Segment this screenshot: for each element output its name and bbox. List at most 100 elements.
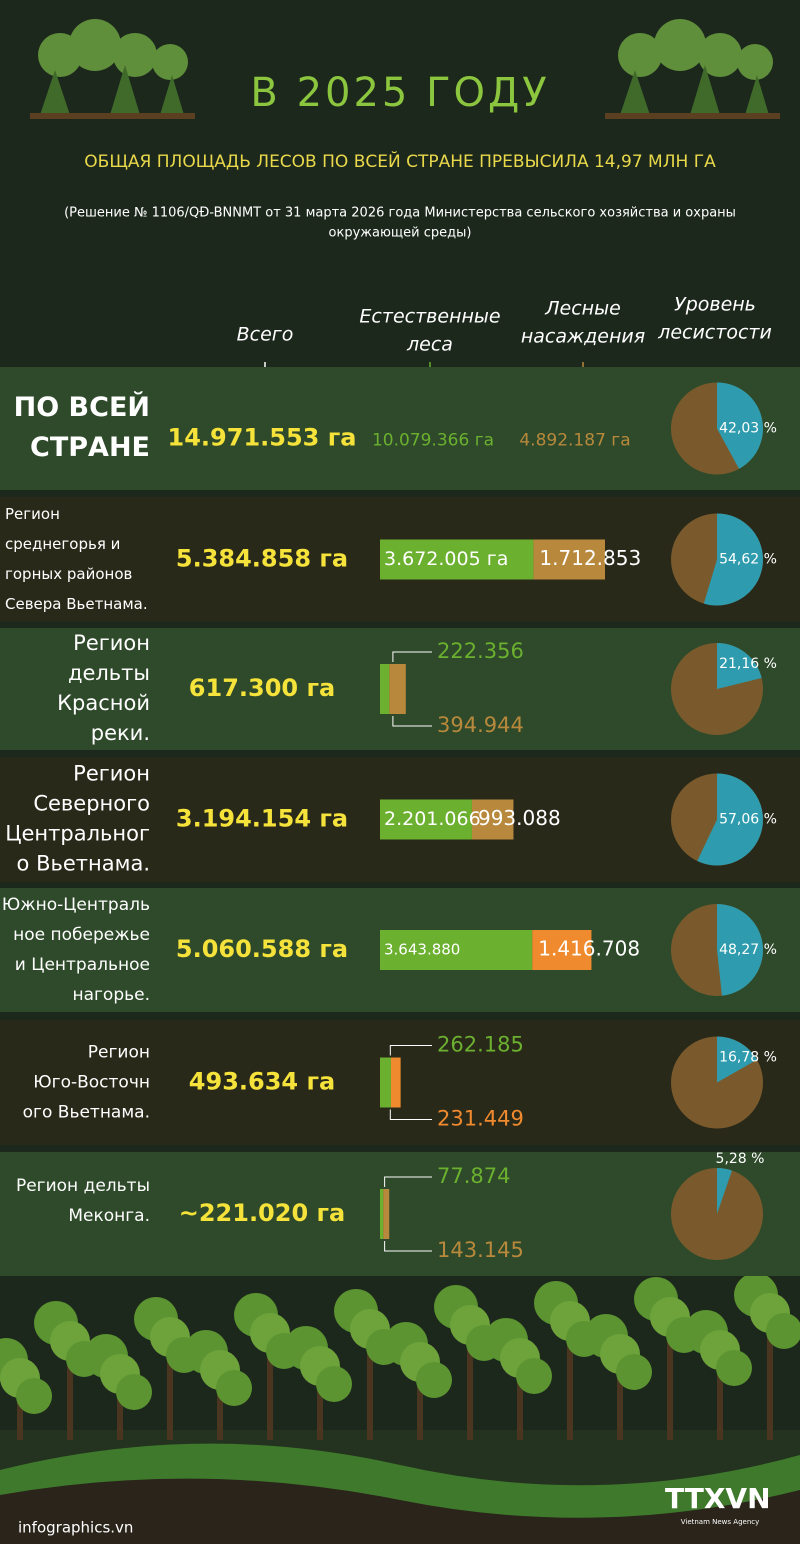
natural-value: 222.356 (437, 639, 524, 663)
foliage (766, 1313, 800, 1349)
region-name: Северного (33, 792, 150, 816)
connector (384, 1241, 432, 1252)
natural-bar (380, 1057, 391, 1108)
planted-value: 993.088 (478, 806, 561, 830)
region-name: горных районов (5, 565, 132, 583)
pie-coverage (697, 773, 763, 866)
foliage (116, 1374, 152, 1410)
region-name: Регион (73, 762, 150, 786)
coverage-label: 5,28 % (716, 1151, 765, 1167)
region-name: ПО ВСЕЙ (14, 391, 150, 423)
logo-subtitle: Vietnam News Agency (681, 1518, 760, 1526)
column-header: лесистости (657, 322, 772, 344)
planted-value: 231.449 (437, 1107, 524, 1131)
trunk (417, 1364, 423, 1440)
total: 5.384.858 га (176, 545, 348, 573)
natural-value: 3.643.880 (384, 941, 460, 959)
planted-value: 1.712.853 (539, 546, 641, 570)
header-trees (30, 19, 780, 119)
forest-illustration (0, 1273, 800, 1544)
planted-bar (532, 930, 592, 970)
natural-value: 2.201.066 (384, 808, 481, 830)
total: ~221.020 га (179, 1199, 346, 1227)
natural-value: 10.079.366 га (372, 431, 494, 451)
logo: TTXVN (665, 1482, 771, 1515)
planted-value: 394.944 (437, 713, 524, 737)
trunk (67, 1343, 73, 1440)
region-name: Регион (88, 1043, 150, 1063)
foliage (516, 1358, 552, 1394)
total: 3.194.154 га (176, 805, 348, 833)
foliage (216, 1370, 252, 1406)
trunk (667, 1319, 673, 1440)
connector (389, 1109, 432, 1120)
region-name: Регион дельты (16, 1176, 150, 1196)
connector (389, 1045, 432, 1056)
natural-bar (380, 799, 472, 840)
region-name: среднегорья и (5, 535, 120, 553)
pie-coverage (717, 1036, 757, 1083)
natural-value: 77.874 (437, 1164, 510, 1188)
natural-bar (380, 664, 390, 714)
total: 5.060.588 га (176, 935, 348, 963)
pie-coverage (717, 382, 763, 469)
pie-coverage (717, 643, 762, 689)
region-name: Юго-Восточн (33, 1073, 150, 1093)
column-header: Всего (237, 324, 294, 346)
pie-coverage (703, 513, 763, 606)
planted-bar (471, 799, 514, 840)
coverage-label: 54,62 % (719, 552, 777, 568)
pie-coverage (717, 1168, 732, 1214)
planted-bar (533, 539, 605, 580)
planted-bar (389, 664, 406, 714)
planted-value: 4.892.187 га (519, 431, 630, 451)
planted-value: 1.416.708 (538, 937, 640, 961)
region-name: ого Вьетнама. (23, 1103, 150, 1123)
trunk (467, 1327, 473, 1440)
trunk (617, 1356, 623, 1440)
region-name: дельты (68, 661, 150, 685)
soil (0, 1478, 800, 1544)
region-name: Регион (73, 631, 150, 655)
trunk (17, 1380, 23, 1440)
foliage (616, 1354, 652, 1390)
total: 493.634 га (189, 1068, 335, 1096)
total: 14.971.553 га (168, 424, 357, 452)
row-background (0, 367, 800, 490)
trunk (567, 1323, 573, 1440)
planted-value: 143.145 (437, 1238, 524, 1262)
column-header: Естественные (359, 306, 500, 328)
natural-bar (380, 1189, 384, 1239)
connector (392, 716, 432, 727)
foliage (316, 1366, 352, 1402)
trunk (267, 1335, 273, 1440)
region-name: Южно-Централь (2, 895, 150, 915)
column-header: леса (406, 334, 453, 356)
subtitle: ОБЩАЯ ПЛОЩАДЬ ЛЕСОВ ПО ВСЕЙ СТРАНЕ ПРЕВЫ… (84, 150, 716, 172)
region-name: нагорье. (72, 985, 150, 1005)
connector (384, 1176, 432, 1187)
natural-bar (380, 539, 534, 580)
title: В 2025 ГОДУ (250, 70, 549, 116)
note: окружающей среды) (329, 226, 472, 241)
connector (392, 651, 432, 662)
pie-coverage (717, 904, 764, 996)
trunk (217, 1372, 223, 1440)
natural-value: 3.672.005 га (384, 548, 508, 570)
foliage (416, 1362, 452, 1398)
region-name: о Вьетнама. (17, 852, 150, 876)
region-name: СТРАНЕ (30, 432, 150, 463)
region-name: Регион (5, 505, 60, 523)
region-name: ное побережье (13, 925, 150, 945)
planted-bar (383, 1189, 390, 1239)
row-background (0, 1152, 800, 1276)
column-header: Лесные (544, 298, 621, 320)
note: (Решение № 1106/QĐ-BNNMT от 31 марта 202… (64, 206, 736, 221)
source: infographics.vn (18, 1519, 133, 1537)
coverage-label: 21,16 % (719, 656, 777, 672)
foliage (716, 1350, 752, 1386)
foliage (16, 1378, 52, 1414)
coverage-label: 16,78 % (719, 1050, 777, 1066)
trunk (767, 1315, 773, 1440)
